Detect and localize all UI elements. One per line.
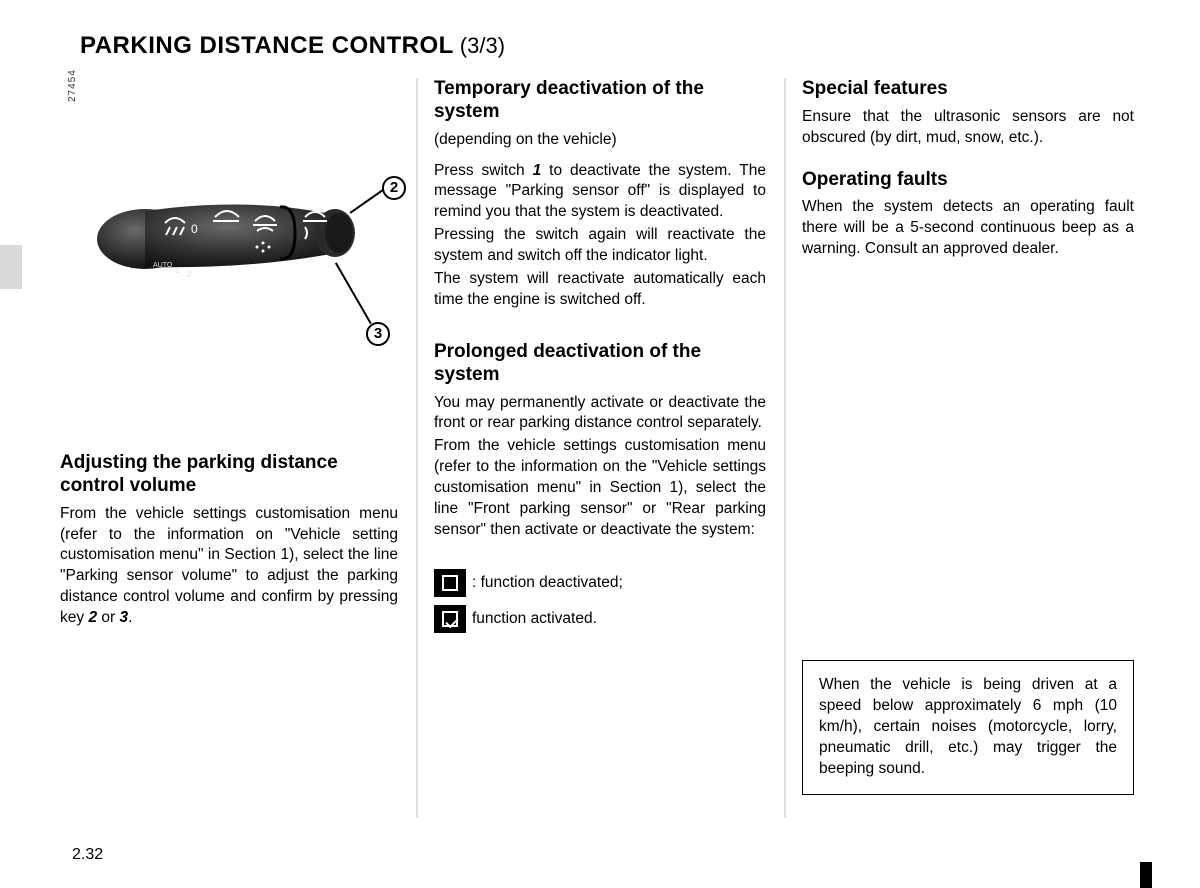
- col3-heading-1: Special features: [802, 78, 1134, 101]
- col2-p2: Pressing the switch again will reactivat…: [434, 225, 766, 267]
- stalk-figure: 27454: [60, 82, 398, 382]
- activated-label: function activated.: [472, 609, 597, 630]
- page-title: PARKING DISTANCE CONTROL: [80, 32, 454, 60]
- title-row: PARKING DISTANCE CONTROL (3/3): [48, 32, 1152, 60]
- col2-p1: Press switch 1 to deactivate the system.…: [434, 161, 766, 224]
- deactivated-row: : function deactivated;: [434, 569, 766, 597]
- manual-page: PARKING DISTANCE CONTROL (3/3) 27454: [0, 0, 1200, 888]
- column-divider-1: [416, 78, 419, 818]
- deactivated-label: : function deactivated;: [472, 573, 623, 594]
- column-left: 27454: [48, 78, 416, 795]
- page-title-suffix: (3/3): [460, 33, 505, 59]
- col3-p1: Ensure that the ultrasonic sensors are n…: [802, 107, 1134, 149]
- note-box: When the vehicle is being driven at a sp…: [802, 660, 1134, 795]
- col3-p2: When the system detects an operating fau…: [802, 197, 1134, 260]
- svg-text:0: 0: [191, 222, 198, 236]
- col2-p5: From the vehicle settings customisation …: [434, 436, 766, 541]
- activated-row: function activated.: [434, 605, 766, 633]
- col2-p4: You may permanently activate or deactiva…: [434, 393, 766, 435]
- checkbox-empty-icon: [434, 569, 466, 597]
- col2-heading-2: Prolonged deactivation of the system: [434, 341, 766, 387]
- page-number: 2.32: [72, 846, 103, 864]
- svg-text:2: 2: [187, 270, 192, 279]
- col2-heading-1: Temporary deactivation of the system: [434, 78, 766, 124]
- corner-mark: [1140, 862, 1152, 888]
- callout-2: 2: [382, 176, 406, 200]
- col2-p3: The system will reactivate automatically…: [434, 269, 766, 311]
- callout-3: 3: [366, 322, 390, 346]
- checkbox-checked-icon: [434, 605, 466, 633]
- column-divider-2: [784, 78, 787, 818]
- svg-text:1: 1: [175, 266, 180, 275]
- column-right: Special features Ensure that the ultraso…: [784, 78, 1152, 795]
- svg-text:AUTO: AUTO: [153, 262, 173, 269]
- content-columns: 27454: [48, 78, 1152, 795]
- column-middle: Temporary deactivation of the system (de…: [416, 78, 784, 795]
- figure-code: 27454: [66, 69, 80, 102]
- col1-heading: Adjusting the parking distance control v…: [60, 452, 398, 498]
- col2-paren: (depending on the vehicle): [434, 130, 766, 151]
- col3-heading-2: Operating faults: [802, 169, 1134, 192]
- col1-body: From the vehicle settings customisation …: [60, 504, 398, 630]
- note-text: When the vehicle is being driven at a sp…: [819, 676, 1117, 777]
- wiper-stalk-icon: 0 AUTO 1 2: [95, 177, 355, 287]
